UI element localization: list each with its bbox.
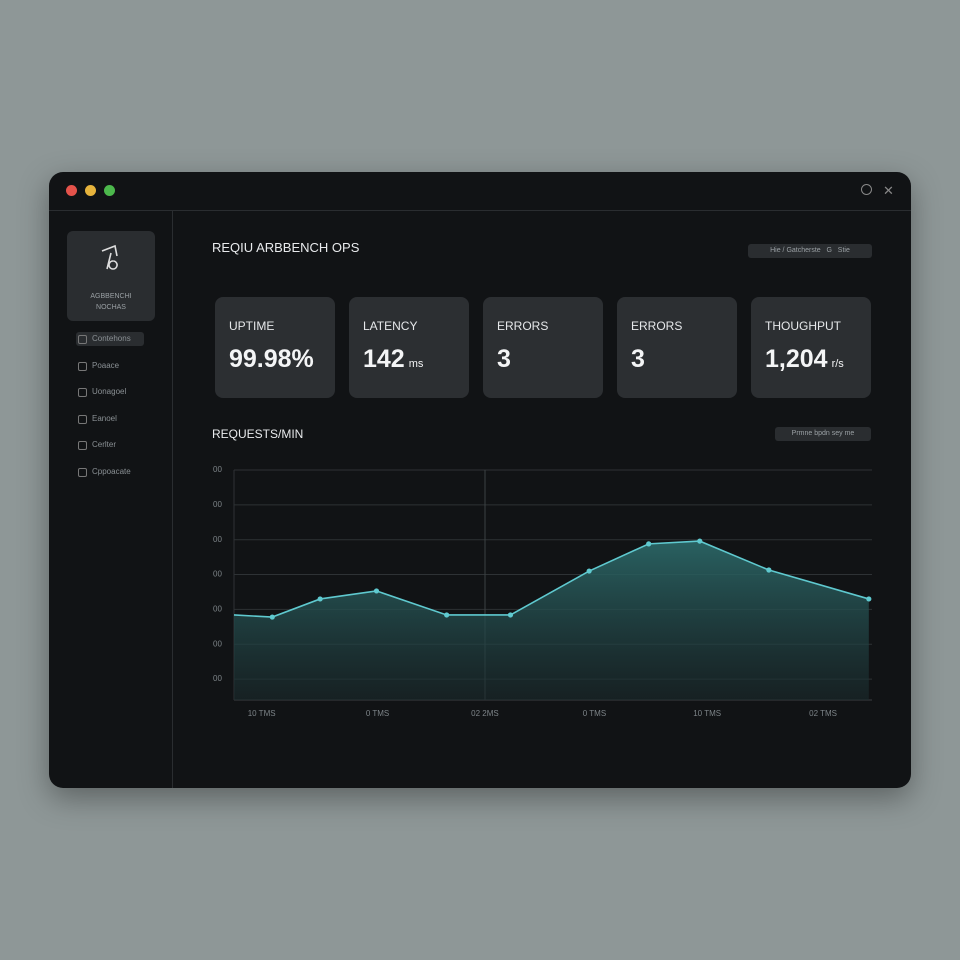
kpi-number: 1,204 — [765, 345, 828, 373]
kpi-label: UPTIME — [229, 319, 275, 333]
brand-card: AGBBENCHI NOCHAS — [67, 231, 155, 321]
x-tick-label: 02 2MS — [471, 709, 499, 718]
x-tick-label: 10 TMS — [693, 709, 721, 718]
kpi-value: 3 — [497, 345, 511, 373]
kpi-label: ERRORS — [497, 319, 549, 333]
point — [866, 596, 872, 602]
area — [234, 541, 869, 700]
brand-line: NOCHAS — [96, 304, 126, 311]
filter-pill[interactable]: Hie / Gatcherste G Stie — [748, 244, 872, 258]
refresh-icon[interactable] — [861, 184, 872, 195]
min-dot[interactable] — [85, 185, 96, 196]
point — [373, 588, 380, 594]
kpi-unit: ms — [408, 358, 424, 370]
point — [766, 567, 772, 573]
y-tick-label: 00 — [213, 605, 222, 614]
brand-line: AGBBENCHI — [90, 293, 132, 300]
close-icon[interactable]: ✕ — [883, 183, 894, 198]
kpi-number: 142 — [363, 345, 405, 373]
y-tick-label: 00 — [213, 465, 222, 474]
nav-item[interactable]: Contehons — [76, 332, 144, 346]
kpi-card: THOUGHPUT 1,204 r/s — [751, 297, 871, 398]
y-tick-label: 00 — [213, 639, 222, 648]
titlebar-border — [49, 210, 911, 211]
kpi-value: 3 — [631, 345, 645, 373]
page-title: REQIU ARBBENCH OPS — [212, 240, 360, 255]
point — [586, 568, 592, 574]
max-dot[interactable] — [104, 185, 115, 196]
kpi-label: ERRORS — [631, 319, 683, 333]
kpi-unit: r/s — [831, 358, 844, 370]
point — [317, 596, 323, 602]
kpi-label: THOUGHPUT — [765, 319, 841, 333]
kpi-card: LATENCY 142 ms — [349, 297, 469, 398]
range-select[interactable]: Prmne bpdn sey me — [775, 427, 871, 441]
y-tick-label: 00 — [213, 674, 222, 683]
y-tick-label: 00 — [213, 570, 222, 579]
close-dot[interactable] — [66, 185, 77, 196]
kpi-label: LATENCY — [363, 319, 418, 333]
nav-item[interactable]: Cppoacate — [76, 465, 144, 479]
nav-item[interactable]: Cerlter — [76, 438, 144, 452]
nav-item[interactable]: Poaace — [76, 359, 144, 373]
kpi-card: ERRORS 3 — [483, 297, 603, 398]
point — [507, 612, 514, 618]
x-tick-label: 0 TMS — [583, 709, 606, 718]
point — [646, 541, 652, 547]
kpi-value: 142 ms — [363, 345, 423, 374]
y-tick-label: 00 — [213, 500, 222, 509]
kpi-value: 99.98% — [229, 345, 314, 373]
x-tick-label: 10 TMS — [248, 709, 276, 718]
kpi-card: ERRORS 3 — [617, 297, 737, 398]
x-tick-label: 02 TMS — [809, 709, 837, 718]
x-tick-label: 0 TMS — [366, 709, 389, 718]
brand-icon — [101, 244, 118, 270]
point — [269, 614, 275, 620]
chart-title: REQUESTS/MIN — [212, 427, 304, 441]
point — [444, 612, 450, 618]
kpi-card: UPTIME 99.98% — [215, 297, 335, 398]
point — [697, 538, 703, 544]
sidebar-border — [172, 211, 173, 788]
nav-item[interactable]: Uonagoel — [76, 385, 144, 399]
y-tick-label: 00 — [213, 535, 222, 544]
kpi-value: 1,204 r/s — [765, 345, 844, 374]
nav-item[interactable]: Eanoel — [76, 412, 144, 426]
